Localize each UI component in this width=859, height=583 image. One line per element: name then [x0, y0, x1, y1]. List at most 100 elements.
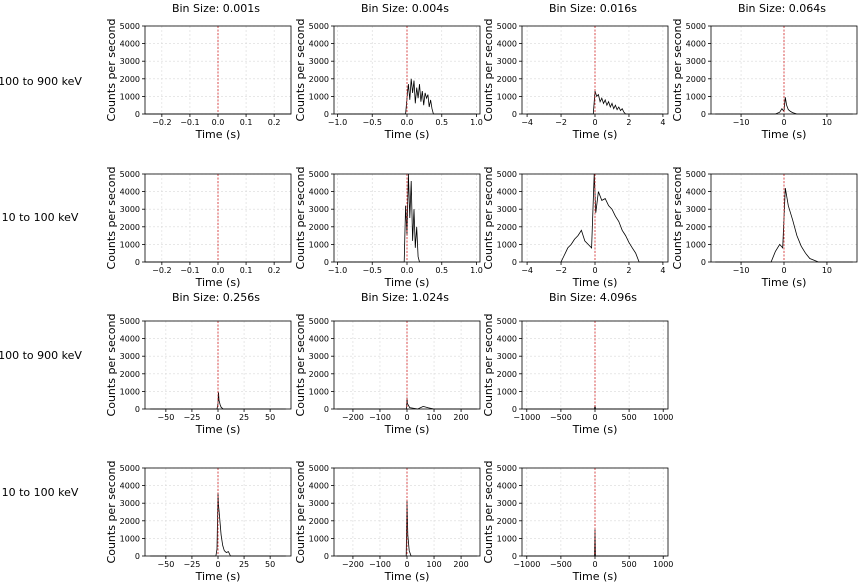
y-tick-label: 1000: [120, 534, 140, 543]
x-axis-label: Time (s): [572, 276, 618, 289]
subplot-12: −50 −25 0 25 50 0 1000 2000 3000 4000 5000 Time (s)…: [105, 461, 292, 583]
y-tick-label: 5000: [497, 170, 517, 179]
data-series-line: [337, 173, 477, 263]
y-axis-label: Counts per second: [294, 461, 307, 564]
y-tick-label: 4000: [497, 188, 517, 197]
x-tick-label: −100: [369, 560, 391, 569]
subplot-11: −1000 −500 0 500 1000 0 1000 2000 3000 4000 5000 Ti…: [482, 314, 673, 436]
y-tick-label: 0: [512, 552, 517, 561]
x-tick-label: −100: [369, 413, 391, 422]
y-axis-label: Counts per second: [482, 314, 495, 417]
x-tick-label: 0: [592, 118, 597, 127]
x-tick-label: 200: [453, 560, 468, 569]
y-tick-label: 3000: [497, 499, 517, 508]
data-series-line: [527, 90, 663, 115]
row-label-4: 10 to 100 keV: [2, 486, 79, 499]
x-axis-label: Time (s): [572, 128, 618, 141]
x-tick-label: −4: [521, 118, 533, 127]
x-axis-label: Time (s): [384, 276, 430, 289]
x-tick-label: 0.0: [212, 118, 225, 127]
x-tick-label: −1.0: [328, 266, 347, 275]
x-tick-label: 500: [621, 413, 636, 422]
y-tick-label: 0: [512, 110, 517, 119]
y-tick-label: 1000: [497, 387, 517, 396]
col-title-2: Bin Size: 0.004s: [361, 2, 449, 15]
x-tick-label: −2: [555, 266, 567, 275]
x-tick-label: 0: [781, 266, 786, 275]
x-tick-label: −10: [733, 118, 750, 127]
y-axis-label: Counts per second: [105, 167, 118, 270]
x-axis-label: Time (s): [195, 570, 241, 583]
y-tick-label: 1000: [309, 387, 329, 396]
x-tick-label: 200: [453, 413, 468, 422]
data-series-line: [150, 392, 286, 410]
x-tick-label: 1000: [653, 560, 673, 569]
x-tick-label: 0.0: [401, 118, 414, 127]
y-tick-label: 2000: [120, 223, 140, 232]
y-tick-label: 2000: [309, 223, 329, 232]
x-tick-label: 0.2: [268, 266, 281, 275]
x-tick-label: −25: [183, 413, 200, 422]
x-axis-label: Time (s): [572, 570, 618, 583]
y-tick-label: 0: [512, 405, 517, 414]
y-tick-label: 1000: [120, 387, 140, 396]
x-tick-label: −1000: [513, 413, 540, 422]
x-tick-label: 1.0: [470, 266, 483, 275]
y-tick-label: 5000: [309, 22, 329, 31]
y-tick-label: 2000: [497, 370, 517, 379]
y-tick-label: 0: [701, 258, 706, 267]
y-tick-label: 2000: [497, 223, 517, 232]
x-tick-label: 0.1: [240, 266, 253, 275]
y-tick-label: 4000: [120, 335, 140, 344]
x-axis-label: Time (s): [761, 276, 807, 289]
x-tick-label: −50: [157, 560, 174, 569]
y-tick-label: 3000: [120, 205, 140, 214]
row-labels: 100 to 900 keV 10 to 100 keV 100 to 900 …: [0, 75, 82, 499]
y-axis-label: Counts per second: [482, 461, 495, 564]
x-axis-label: Time (s): [195, 276, 241, 289]
x-tick-label: 0.5: [435, 118, 448, 127]
x-tick-label: 0.1: [240, 118, 253, 127]
subplot-13: −200 −100 0 100 200010002000300040005000Time…: [294, 461, 481, 583]
x-tick-label: 100: [426, 560, 441, 569]
y-tick-label: 1000: [309, 240, 329, 249]
y-tick-label: 5000: [309, 464, 329, 473]
y-tick-label: 1000: [309, 92, 329, 101]
x-tick-label: −25: [183, 560, 200, 569]
x-tick-label: −0.1: [180, 118, 199, 127]
y-tick-label: 0: [135, 405, 140, 414]
x-axis-label: Time (s): [572, 423, 618, 436]
x-tick-label: 25: [239, 413, 249, 422]
y-tick-label: 4000: [120, 188, 140, 197]
subplot-2: −1.0 −0.5 0.0 0.5 1.0 0 1000 2000 3000 4000 5000 Ti…: [294, 19, 483, 141]
x-axis-label: Time (s): [384, 570, 430, 583]
y-tick-label: 4000: [497, 335, 517, 344]
x-tick-label: 0: [215, 560, 220, 569]
y-axis-label: Counts per second: [482, 167, 495, 270]
col-title-3: Bin Size: 0.016s: [549, 2, 637, 15]
x-tick-label: 50: [265, 560, 275, 569]
x-tick-label: −2: [555, 118, 567, 127]
y-tick-label: 2000: [120, 517, 140, 526]
col-title-1: Bin Size: 0.001s: [172, 2, 260, 15]
col-title-4: Bin Size: 0.064s: [738, 2, 826, 15]
y-tick-label: 4000: [309, 188, 329, 197]
y-tick-label: 3000: [309, 499, 329, 508]
x-axis-label: Time (s): [761, 128, 807, 141]
subplot-7: −4 −2 0 2 4 0 1000 2000 3000 4000 5000 Time (s) Coun…: [482, 167, 669, 289]
x-tick-label: 10: [822, 266, 832, 275]
y-tick-label: 1000: [120, 92, 140, 101]
y-tick-label: 1000: [686, 240, 706, 249]
y-tick-label: 0: [324, 258, 329, 267]
y-tick-label: 1000: [497, 92, 517, 101]
x-tick-label: −0.2: [152, 118, 171, 127]
x-tick-label: −0.1: [180, 266, 199, 275]
x-tick-label: −10: [733, 266, 750, 275]
x-tick-label: 0.0: [212, 266, 225, 275]
y-axis-label: Counts per second: [105, 461, 118, 564]
x-tick-label: −200: [342, 560, 364, 569]
x-tick-label: 500: [621, 560, 636, 569]
x-tick-label: 0: [592, 266, 597, 275]
x-tick-label: 4: [660, 266, 665, 275]
y-axis-label: Counts per second: [105, 314, 118, 417]
